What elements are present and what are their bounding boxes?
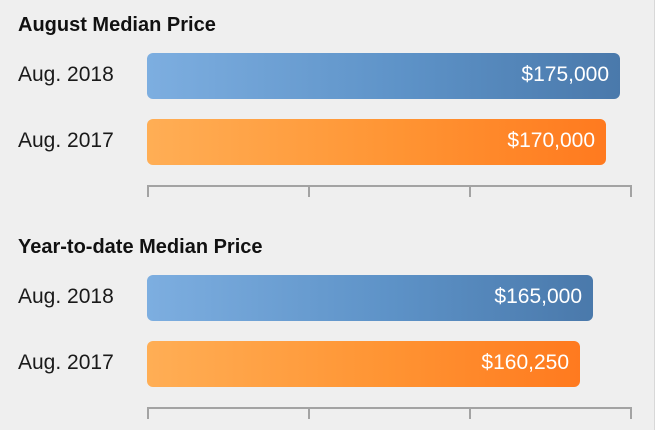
category-label: Aug. 2018	[18, 285, 114, 308]
bar-value-label: $170,000	[507, 129, 595, 152]
chart-ytd-median-price: Year-to-date Median Price Aug. 2018 $165…	[0, 222, 655, 427]
bar-value-label: $175,000	[521, 63, 609, 86]
category-label: Aug. 2017	[18, 351, 114, 374]
category-label: Aug. 2018	[18, 63, 114, 86]
bar-row-aug-2018: Aug. 2018 $165,000	[0, 275, 655, 321]
bar-aug-2018: $165,000	[147, 275, 593, 321]
category-label: Aug. 2017	[18, 129, 114, 152]
bar-row-aug-2018: Aug. 2018 $175,000	[0, 53, 655, 99]
bar-aug-2017: $160,250	[147, 341, 580, 387]
bar-value-label: $165,000	[494, 285, 582, 308]
chart-august-median-price: August Median Price Aug. 2018 $175,000 A…	[0, 0, 655, 205]
bar-value-label: $160,250	[481, 351, 569, 374]
bar-aug-2017: $170,000	[147, 119, 606, 165]
bar-row-aug-2017: Aug. 2017 $160,250	[0, 341, 655, 387]
chart-title: Year-to-date Median Price	[18, 236, 263, 258]
bar-row-aug-2017: Aug. 2017 $170,000	[0, 119, 655, 165]
x-axis	[147, 407, 632, 419]
bar-aug-2018: $175,000	[147, 53, 620, 99]
chart-title: August Median Price	[18, 14, 216, 36]
x-axis	[147, 185, 632, 197]
